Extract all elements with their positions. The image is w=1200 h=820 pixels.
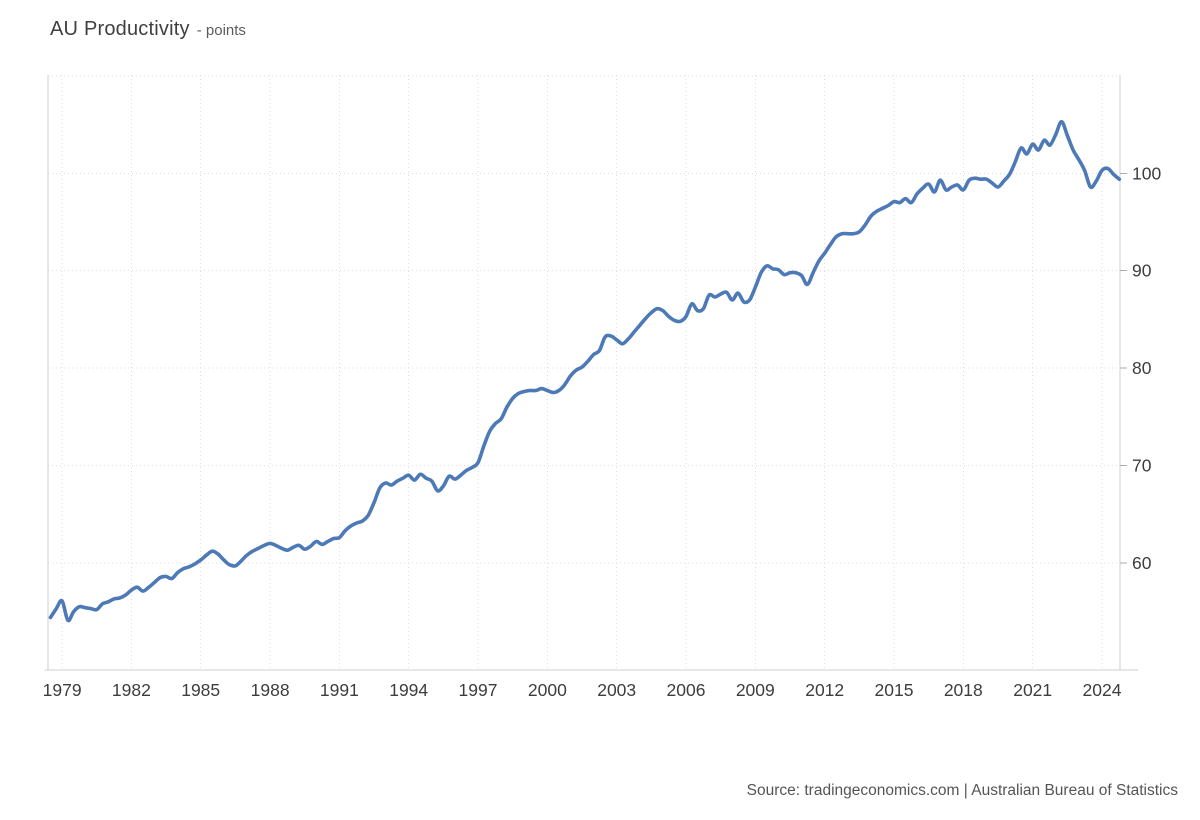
chart-title: AU Productivity [50,18,190,40]
x-axis-label: 1997 [459,680,498,700]
x-axis-label: 2015 [875,680,914,700]
chart-header: AU Productivity - points [50,18,246,41]
x-axis-label: 2018 [944,680,983,700]
x-axis-label: 1979 [43,680,82,700]
source-credit: Source: tradingeconomics.com | Australia… [746,782,1178,799]
y-axis-label: 100 [1132,163,1161,183]
x-axis-label: 1991 [320,680,359,700]
x-axis-label: 2006 [667,680,706,700]
x-axis-label: 2021 [1013,680,1052,700]
y-axis-label: 90 [1132,261,1152,281]
y-axis-label: 70 [1132,456,1152,476]
productivity-series-line[interactable] [48,119,1122,623]
chart-subtitle: - points [196,22,246,39]
x-axis-label: 2003 [597,680,636,700]
x-axis-label: 2012 [805,680,844,700]
x-axis-label: 1988 [251,680,290,700]
x-axis-label: 2009 [736,680,775,700]
y-axis-label: 60 [1132,553,1152,573]
y-axis-label: 80 [1132,358,1152,378]
x-axis-label: 1994 [389,680,428,700]
x-axis-label: 1985 [181,680,220,700]
x-axis-label: 1982 [112,680,151,700]
x-axis-label: 2024 [1083,680,1122,700]
productivity-line-chart[interactable]: 60 70 80 90 100 1979 1982 1985 1988 1991 1994 1997 2… [0,0,1200,740]
x-axis-label: 2000 [528,680,567,700]
